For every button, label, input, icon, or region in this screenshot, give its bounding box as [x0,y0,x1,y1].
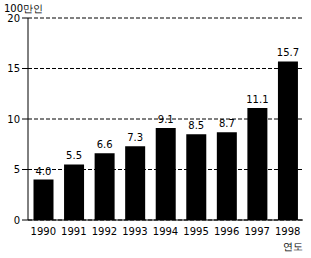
svg-text:0: 0 [14,215,20,226]
svg-text:1997: 1997 [244,226,269,237]
svg-text:20: 20 [8,13,20,24]
svg-text:8.7: 8.7 [219,118,235,129]
html-text:100만인: 100만인 [4,3,44,14]
svg-text:4.0: 4.0 [36,166,52,177]
svg-text:1995: 1995 [183,226,208,237]
svg-text:6.6: 6.6 [97,139,113,150]
svg-text:7.3: 7.3 [127,132,143,143]
svg-text:15: 15 [8,63,20,74]
svg-text:1998: 1998 [275,226,300,237]
svg-text:1996: 1996 [214,226,239,237]
svg-text:1990: 1990 [31,226,56,237]
svg-text:1993: 1993 [122,226,147,237]
html-text:연도: 연도 [283,241,303,252]
svg-text:5.5: 5.5 [66,150,82,161]
svg-text:1992: 1992 [92,226,117,237]
svg-text:10: 10 [8,114,20,125]
svg-text:11.1: 11.1 [246,94,268,105]
svg-text:5: 5 [14,164,20,175]
svg-text:8.5: 8.5 [188,120,204,131]
svg-text:9.1: 9.1 [158,114,174,125]
svg-text:1991: 1991 [61,226,86,237]
svg-text:1994: 1994 [153,226,178,237]
svg-text:15.7: 15.7 [277,47,299,58]
